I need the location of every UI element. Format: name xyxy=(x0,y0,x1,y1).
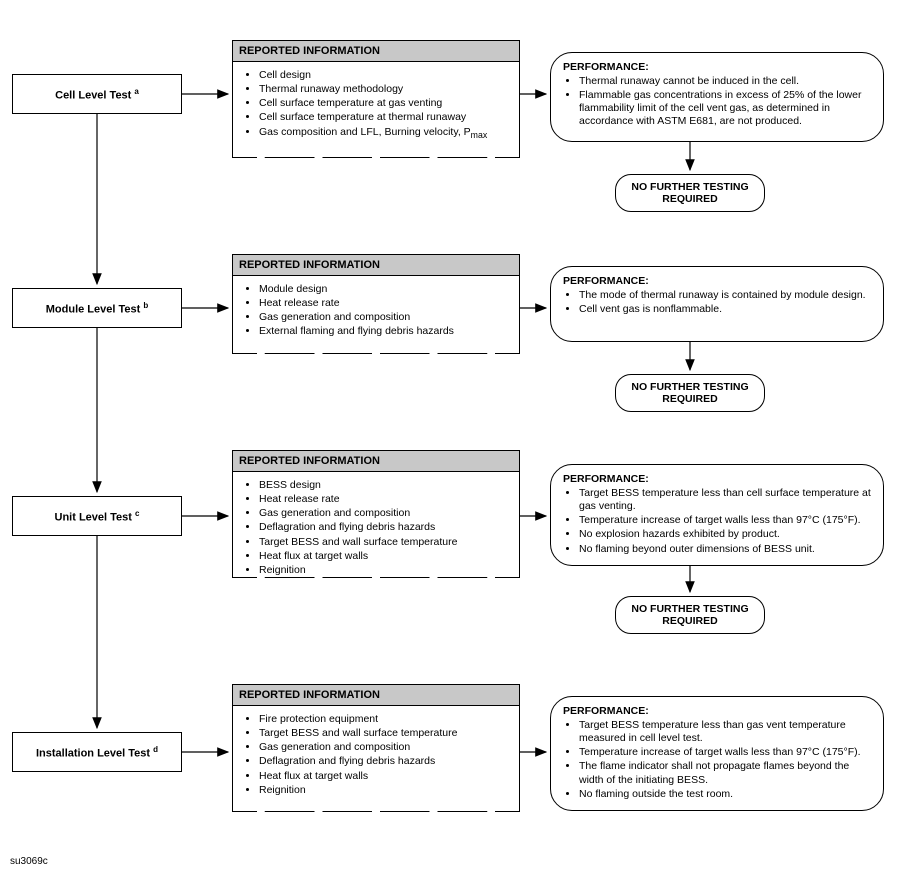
info-body-cell: Cell designThermal runaway methodologyCe… xyxy=(233,62,519,152)
list-item: BESS design xyxy=(259,479,511,492)
info-header: REPORTED INFORMATION xyxy=(233,685,519,706)
list-item: Target BESS and wall surface temperature xyxy=(259,536,511,549)
perf-box-unit: PERFORMANCE: Target BESS temperature les… xyxy=(550,464,884,566)
list-item: No flaming beyond outer dimensions of BE… xyxy=(579,543,871,556)
list-item: Gas composition and LFL, Burning velocit… xyxy=(259,126,511,141)
list-item: Reignition xyxy=(259,784,511,797)
list-item: Target BESS temperature less than cell s… xyxy=(579,487,871,513)
perf-title: PERFORMANCE: xyxy=(563,61,871,73)
test-box-module: Module Level Test b xyxy=(12,288,182,328)
list-item: Temperature increase of target walls les… xyxy=(579,514,871,527)
perf-title: PERFORMANCE: xyxy=(563,705,871,717)
info-body-module: Module designHeat release rateGas genera… xyxy=(233,276,519,350)
info-header: REPORTED INFORMATION xyxy=(233,41,519,62)
list-item: Heat flux at target walls xyxy=(259,770,511,783)
perf-title: PERFORMANCE: xyxy=(563,473,871,485)
list-item: Module design xyxy=(259,283,511,296)
info-body-unit: BESS designHeat release rateGas generati… xyxy=(233,472,519,588)
nft-box-module: NO FURTHER TESTING REQUIRED xyxy=(615,374,765,412)
perf-box-cell: PERFORMANCE: Thermal runaway cannot be i… xyxy=(550,52,884,142)
test-title: Unit Level Test c xyxy=(55,509,140,524)
list-item: Heat flux at target walls xyxy=(259,550,511,563)
list-item: Gas generation and composition xyxy=(259,311,511,324)
list-item: No explosion hazards exhibited by produc… xyxy=(579,528,871,541)
info-body-install: Fire protection equipmentTarget BESS and… xyxy=(233,706,519,808)
info-box-module: REPORTED INFORMATION Module designHeat r… xyxy=(232,254,520,354)
list-item: Gas generation and composition xyxy=(259,507,511,520)
nft-box-unit: NO FURTHER TESTING REQUIRED xyxy=(615,596,765,634)
list-item: Cell vent gas is nonflammable. xyxy=(579,303,871,316)
test-box-unit: Unit Level Test c xyxy=(12,496,182,536)
list-item: The flame indicator shall not propagate … xyxy=(579,760,871,786)
info-box-install: REPORTED INFORMATION Fire protection equ… xyxy=(232,684,520,812)
list-item: Heat release rate xyxy=(259,493,511,506)
list-item: Reignition xyxy=(259,564,511,577)
test-title: Cell Level Test a xyxy=(55,87,139,102)
perf-box-install: PERFORMANCE: Target BESS temperature les… xyxy=(550,696,884,811)
info-header: REPORTED INFORMATION xyxy=(233,451,519,472)
perf-title: PERFORMANCE: xyxy=(563,275,871,287)
list-item: Thermal runaway cannot be induced in the… xyxy=(579,75,871,88)
info-header: REPORTED INFORMATION xyxy=(233,255,519,276)
list-item: Target BESS and wall surface temperature xyxy=(259,727,511,740)
list-item: Temperature increase of target walls les… xyxy=(579,746,871,759)
test-box-cell: Cell Level Test a xyxy=(12,74,182,114)
info-box-unit: REPORTED INFORMATION BESS designHeat rel… xyxy=(232,450,520,578)
test-title: Module Level Test b xyxy=(46,301,149,316)
list-item: No flaming outside the test room. xyxy=(579,788,871,801)
list-item: Target BESS temperature less than gas ve… xyxy=(579,719,871,745)
footer-code: su3069c xyxy=(10,856,48,867)
flowchart-canvas: Cell Level Test a REPORTED INFORMATION C… xyxy=(10,10,890,884)
list-item: Flammable gas concentrations in excess o… xyxy=(579,89,871,128)
info-box-cell: REPORTED INFORMATION Cell designThermal … xyxy=(232,40,520,158)
list-item: External flaming and flying debris hazar… xyxy=(259,325,511,338)
list-item: Deflagration and flying debris hazards xyxy=(259,755,511,768)
list-item: The mode of thermal runaway is contained… xyxy=(579,289,871,302)
list-item: Thermal runaway methodology xyxy=(259,83,511,96)
list-item: Cell design xyxy=(259,69,511,82)
perf-box-module: PERFORMANCE: The mode of thermal runaway… xyxy=(550,266,884,342)
list-item: Fire protection equipment xyxy=(259,713,511,726)
list-item: Cell surface temperature at gas venting xyxy=(259,97,511,110)
list-item: Gas generation and composition xyxy=(259,741,511,754)
list-item: Heat release rate xyxy=(259,297,511,310)
test-title: Installation Level Test d xyxy=(36,745,158,760)
nft-box-cell: NO FURTHER TESTING REQUIRED xyxy=(615,174,765,212)
list-item: Deflagration and flying debris hazards xyxy=(259,521,511,534)
list-item: Cell surface temperature at thermal runa… xyxy=(259,111,511,124)
test-box-install: Installation Level Test d xyxy=(12,732,182,772)
